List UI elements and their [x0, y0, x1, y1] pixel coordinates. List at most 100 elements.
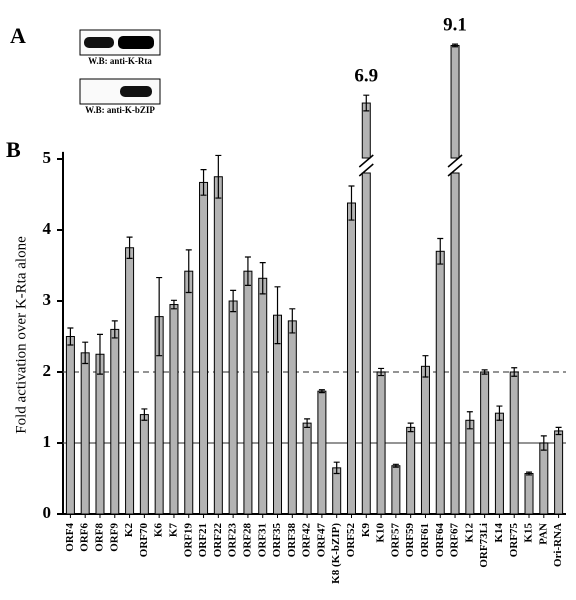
bar — [139, 414, 149, 515]
error-bar — [363, 94, 370, 112]
bar — [376, 371, 386, 515]
x-tick-label: ORF22 — [212, 523, 224, 558]
error-bar — [378, 367, 385, 377]
error-bar — [215, 154, 222, 199]
panel-label: B — [6, 137, 21, 162]
error-bar — [141, 408, 148, 421]
bar — [213, 176, 223, 515]
y-tick-label: 1 — [43, 432, 52, 451]
bar — [509, 371, 519, 515]
error-bar — [156, 276, 163, 357]
y-tick-label: 3 — [43, 290, 52, 309]
x-tick-label: K9 — [360, 523, 372, 538]
error-bar — [466, 411, 473, 430]
bar — [494, 412, 504, 515]
error-bar — [304, 418, 311, 428]
x-tick-label: ORF4 — [64, 523, 76, 552]
x-tick-label: ORF52 — [345, 523, 357, 558]
error-bar — [348, 185, 355, 221]
x-tick-label: K2 — [123, 523, 135, 538]
error-bar — [555, 426, 562, 436]
blot-2 — [79, 78, 161, 105]
x-tick-label: ORF23 — [227, 523, 239, 558]
x-tick-label: ORF57 — [389, 523, 401, 558]
error-bar — [170, 299, 177, 310]
y-axis-label: Fold activation over K-Rta alone — [13, 236, 29, 434]
x-tick-label: ORF6 — [79, 523, 91, 552]
blot-1 — [79, 29, 161, 56]
y-tick-label: 4 — [43, 219, 52, 238]
bar — [95, 353, 105, 515]
error-bar — [259, 262, 266, 295]
x-tick-label: PAN — [537, 523, 549, 545]
error-bar — [289, 308, 296, 334]
bar — [465, 419, 475, 515]
error-bar — [392, 463, 399, 468]
x-tick-label: ORF35 — [271, 523, 283, 558]
panel-label: A — [10, 23, 26, 48]
bar — [554, 430, 564, 515]
x-tick-label: ORF31 — [256, 523, 268, 557]
x-tick-label: ORF73Li — [478, 523, 490, 568]
bar — [287, 320, 297, 515]
axis-break — [447, 154, 463, 177]
error-bar — [437, 237, 444, 265]
value-label: 9.1 — [443, 15, 467, 36]
bar — [65, 336, 75, 515]
bar — [184, 270, 194, 515]
error-bar — [526, 471, 533, 476]
bar — [110, 328, 120, 515]
bar — [406, 426, 416, 515]
x-tick-label: K12 — [463, 523, 475, 543]
x-tick-label: ORF8 — [94, 523, 106, 552]
x-tick-label: K6 — [153, 523, 165, 538]
axis-break — [358, 154, 374, 177]
error-bar — [230, 289, 237, 313]
x-tick-label: ORF64 — [434, 523, 446, 558]
bar — [258, 277, 268, 515]
x-tick-label: Ori-RNA — [552, 523, 564, 567]
error-bar — [496, 405, 503, 421]
error-bar — [67, 327, 74, 346]
bar — [80, 352, 90, 515]
error-bar — [200, 169, 207, 196]
bar — [391, 465, 401, 515]
error-bar — [407, 422, 414, 433]
y-tick-label: 2 — [43, 361, 52, 380]
bar — [317, 390, 327, 515]
x-tick-label: ORF38 — [286, 523, 298, 558]
x-tick-label: K10 — [375, 523, 387, 543]
x-tick-label: K14 — [493, 523, 505, 543]
blot-label: W.B: anti-K-Rta — [88, 56, 152, 66]
error-bar — [318, 389, 325, 394]
bar — [539, 442, 549, 515]
y-tick-label: 0 — [43, 503, 52, 522]
value-label: 6.9 — [354, 66, 378, 87]
error-bar — [82, 341, 89, 365]
x-tick-label: ORF59 — [404, 523, 416, 558]
x-tick-label: ORF61 — [419, 523, 431, 557]
error-bar — [274, 286, 281, 345]
x-tick-label: K15 — [523, 523, 535, 543]
bar — [450, 44, 460, 159]
bar — [420, 365, 430, 515]
error-bar — [185, 249, 192, 294]
x-tick-label: ORF67 — [449, 523, 461, 558]
bar — [450, 172, 460, 515]
x-tick-label: ORF42 — [301, 523, 313, 558]
bar — [273, 314, 283, 515]
x-tick-label: ORF47 — [315, 523, 327, 558]
error-bar — [452, 43, 459, 48]
x-tick-label: ORF19 — [182, 523, 194, 558]
bar — [524, 473, 534, 515]
blot-label: W.B: anti-K-bZIP — [85, 105, 155, 115]
x-tick-label: K7 — [167, 523, 179, 538]
bar — [361, 172, 371, 515]
error-bar — [111, 320, 118, 339]
x-tick-label: ORF70 — [138, 523, 150, 558]
bar — [302, 422, 312, 515]
bar — [435, 250, 445, 515]
x-tick-label: K8 (K-bZIP) — [330, 523, 342, 584]
bar — [346, 202, 356, 515]
error-bar — [540, 435, 547, 451]
